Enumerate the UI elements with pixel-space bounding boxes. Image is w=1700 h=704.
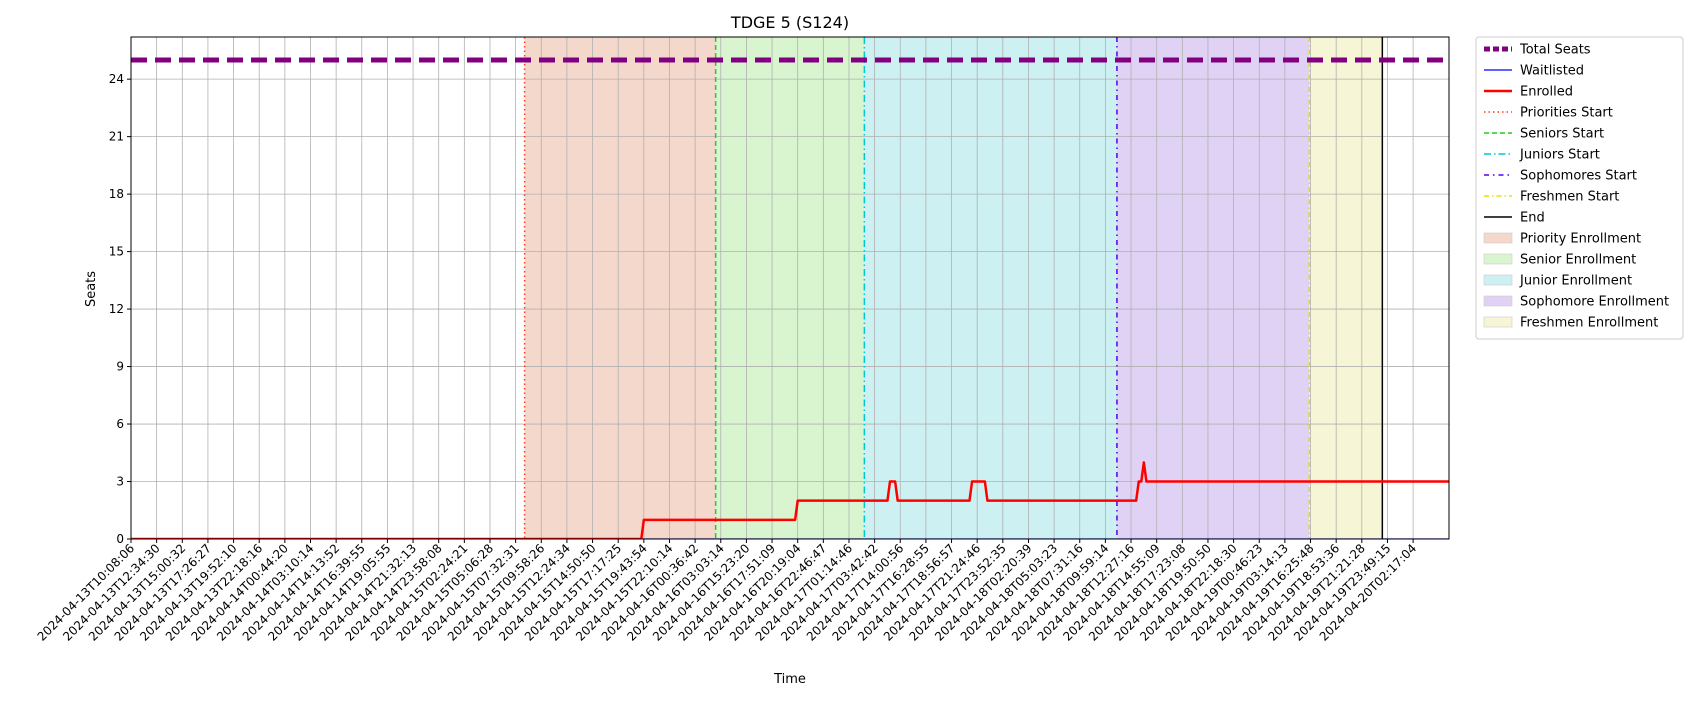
legend-label: Freshmen Enrollment [1520, 316, 1658, 331]
legend-label: Total Seats [1519, 43, 1591, 58]
enrollment-band-4 [1116, 37, 1310, 539]
legend-label: End [1520, 211, 1545, 226]
y-tick-label: 6 [116, 417, 124, 431]
legend-label: Sophomore Enrollment [1520, 295, 1669, 310]
legend-label: Enrolled [1520, 85, 1573, 100]
y-tick-label: 3 [116, 475, 124, 489]
legend-label: Senior Enrollment [1520, 253, 1636, 268]
legend-swatch [1483, 253, 1513, 265]
plot-area: 036912151821242024-04-13T10:08:062024-04… [35, 36, 1450, 644]
legend-label: Seniors Start [1520, 127, 1604, 142]
legend-swatch [1483, 295, 1513, 307]
y-tick-label: 0 [116, 532, 124, 546]
y-tick-label: 15 [109, 245, 124, 259]
legend-label: Junior Enrollment [1519, 274, 1632, 289]
legend-label: Freshmen Start [1520, 190, 1619, 205]
enrollment-band-3 [864, 37, 1117, 539]
enrollment-band-1 [524, 37, 716, 539]
legend-swatch [1483, 274, 1513, 286]
y-tick-label: 24 [109, 72, 124, 86]
series-line-3 [131, 461, 1449, 539]
chart-title: TDGE 5 (S124) [730, 13, 849, 32]
legend-label: Sophomores Start [1520, 169, 1637, 184]
legend-label: Juniors Start [1519, 148, 1600, 163]
enrollment-band-2 [715, 37, 865, 539]
y-tick-label: 18 [109, 187, 124, 201]
y-tick-label: 12 [109, 302, 124, 316]
y-tick-label: 9 [116, 360, 124, 374]
y-tick-label: 21 [109, 130, 124, 144]
legend-label: Priority Enrollment [1520, 232, 1641, 247]
legend-swatch [1483, 232, 1513, 244]
enrollment-band-5 [1309, 37, 1383, 539]
legend-label: Waitlisted [1520, 64, 1584, 79]
plot-frame [130, 36, 1450, 540]
y-axis-label: Seats [84, 271, 99, 307]
legend: Total Seats Waitlisted Enrolled Priorities … [1475, 36, 1684, 340]
legend-label: Priorities Start [1520, 106, 1613, 121]
legend-box [1475, 36, 1684, 340]
legend-swatch [1483, 316, 1513, 328]
x-axis-label: Time [773, 672, 806, 687]
